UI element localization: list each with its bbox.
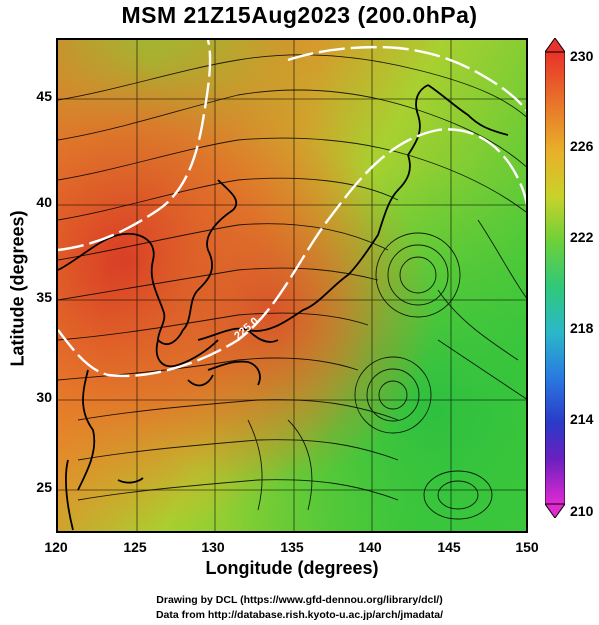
x-tick: 150	[515, 539, 539, 555]
map-plot-area: 225.0	[56, 38, 528, 533]
credit-line-1: Drawing by DCL (https://www.gfd-dennou.o…	[156, 594, 443, 606]
colorbar-tick: 226	[570, 138, 594, 154]
temperature-field: 225.0	[58, 40, 526, 531]
colorbar-tick: 230	[570, 48, 594, 64]
x-tick: 135	[280, 539, 304, 555]
y-tick: 40	[36, 194, 52, 210]
y-tick: 30	[36, 389, 52, 405]
chart-title: MSM 21Z15Aug2023 (200.0hPa)	[121, 2, 478, 28]
credit-line-2: Data from http://database.rish.kyoto-u.a…	[155, 609, 444, 621]
colorbar-tick: 222	[570, 229, 594, 245]
x-axis-label: Longitude (degrees)	[205, 558, 379, 578]
graticule	[58, 40, 526, 531]
y-axis-label: Latitude (degrees)	[7, 210, 28, 367]
x-tick: 140	[358, 539, 382, 555]
y-tick: 45	[36, 88, 52, 104]
colorbar-tick: 214	[570, 411, 594, 427]
x-tick: 120	[44, 539, 68, 555]
colorbar	[545, 38, 565, 518]
colorbar-tick: 218	[570, 320, 594, 336]
wind-streamlines	[58, 54, 526, 520]
x-tick: 125	[123, 539, 147, 555]
x-tick: 130	[201, 539, 225, 555]
colorbar-tick: 210	[570, 503, 594, 519]
x-tick: 145	[437, 539, 461, 555]
isotherm-contour	[58, 40, 526, 378]
y-tick: 35	[36, 289, 52, 305]
coastlines	[58, 84, 509, 531]
y-tick: 25	[36, 479, 52, 495]
